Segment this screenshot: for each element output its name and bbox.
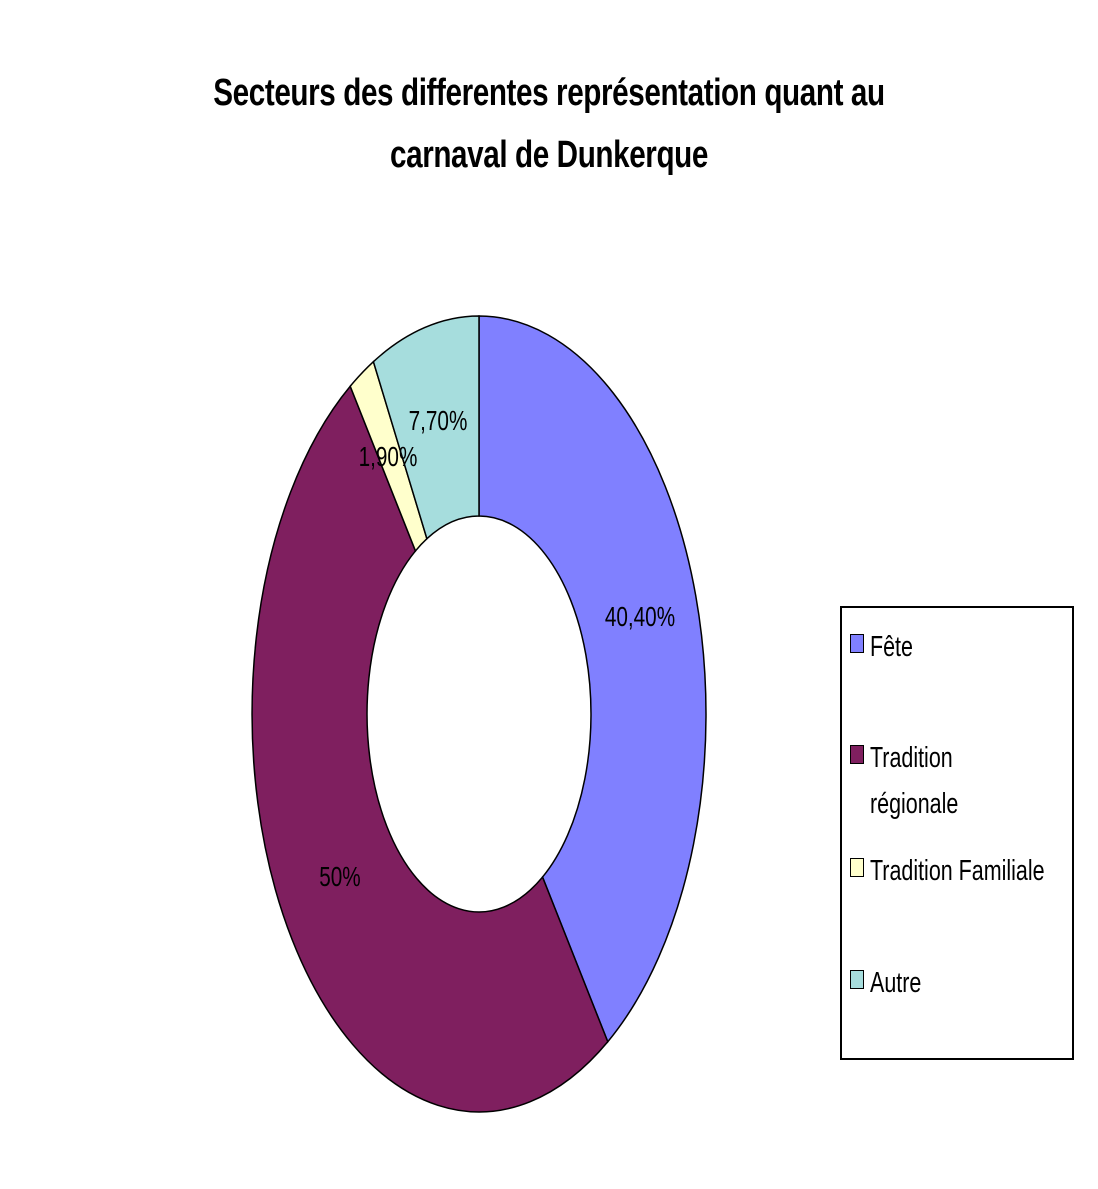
legend: Fête Tradition régionale Tradition Famil… — [840, 606, 1074, 1060]
legend-item-tradition-familiale: Tradition Familiale — [850, 848, 1098, 894]
legend-item-tradition-regionale: Tradition régionale — [850, 735, 989, 827]
data-label-autre: 7,70% — [409, 406, 468, 437]
legend-swatch-fete — [850, 634, 864, 653]
chart-title-line-2: carnaval de Dunkerque — [390, 134, 708, 176]
legend-label-tradition-regionale-line-1: Tradition — [870, 742, 953, 774]
data-label-fete: 40,40% — [605, 602, 675, 633]
legend-label-fete: Fête — [870, 631, 913, 663]
legend-label-tradition-regionale-line-2: régionale — [870, 788, 959, 820]
chart-title: Secteurs des differentes représentation … — [121, 62, 977, 186]
legend-swatch-tradition-regionale — [850, 745, 864, 764]
slice-tradition-regionale — [251, 384, 609, 1113]
chart-title-line-1: Secteurs des differentes représentation … — [213, 72, 885, 114]
slice-fete — [478, 315, 707, 1044]
legend-label-tradition-familiale: Tradition Familiale — [870, 855, 1045, 887]
slice-autre — [372, 315, 480, 541]
data-label-tradition-regionale: 50% — [319, 862, 361, 893]
legend-swatch-autre — [850, 970, 864, 989]
data-label-tradition-familiale: 1,90% — [359, 442, 418, 473]
legend-item-autre: Autre — [850, 960, 939, 1006]
legend-swatch-tradition-familiale — [850, 858, 864, 877]
legend-item-fete: Fête — [850, 624, 928, 670]
legend-label-autre: Autre — [870, 967, 922, 999]
